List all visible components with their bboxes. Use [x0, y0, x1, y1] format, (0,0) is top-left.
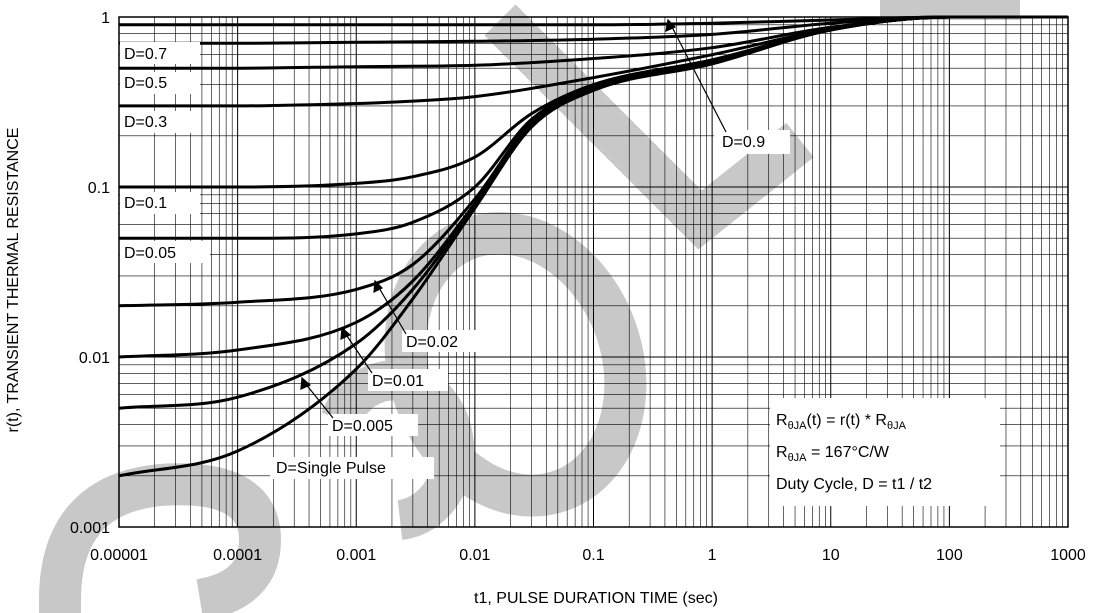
equation-box: RθJA(t) = r(t) * RθJA RθJA = 167°C/W Dut… [770, 398, 1000, 506]
label-arrows [300, 18, 727, 419]
equation-line-1: RθJA(t) = r(t) * RθJA [776, 412, 907, 432]
label-d01: D=0.1 [124, 195, 167, 212]
plot-frame [118, 16, 1069, 528]
series-line-9 [118, 15, 1068, 478]
y-tick-label: 0.01 [79, 350, 110, 367]
equation-line-3: Duty Cycle, D = t1 / t2 [776, 476, 932, 493]
label-d07: D=0.7 [124, 46, 167, 63]
arrowhead-d002 [373, 279, 384, 294]
label-d0005: D=0.005 [332, 418, 393, 435]
label-d005: D=0.05 [124, 245, 176, 262]
y-tick-label: 0.001 [70, 520, 110, 537]
watermark-letter-b [39, 463, 282, 613]
y-tick-label: 1 [101, 10, 110, 27]
label-d05: D=0.5 [124, 75, 167, 92]
arrow-d002 [377, 285, 407, 335]
x-tick-label: 100 [936, 547, 963, 564]
x-tick-label: 0.01 [459, 547, 490, 564]
x-tick-label: 10 [822, 547, 840, 564]
x-tick-labels: 0.00001 0.0001 0.001 0.01 0.1 1 10 100 1000 [90, 547, 1086, 564]
x-tick-label: 0.001 [336, 547, 376, 564]
label-d09: D=0.9 [722, 134, 765, 151]
x-tick-label: 1000 [1050, 547, 1086, 564]
watermark-letter-s [321, 360, 475, 540]
arrowhead-d001 [340, 326, 352, 340]
x-tick-label: 1 [708, 547, 717, 564]
y-tick-labels: 0.001 0.01 0.1 1 [70, 10, 110, 537]
y-tick-label: 0.1 [88, 180, 110, 197]
x-tick-label: 0.0001 [213, 547, 262, 564]
label-d001: D=0.01 [372, 373, 424, 390]
y-axis-title: r(t), TRANSIENT THERMAL RESISTANCE [5, 128, 22, 433]
label-d03: D=0.3 [124, 114, 167, 131]
arrowhead-d09 [665, 18, 677, 33]
watermark-letter-l [484, 4, 814, 250]
label-single-pulse: D=Single Pulse [276, 460, 386, 477]
arrow-d0005 [304, 382, 334, 419]
series-lines [118, 15, 1068, 478]
equation-line-2: RθJA = 167°C/W [776, 444, 890, 464]
label-d002: D=0.02 [406, 334, 458, 351]
series-labels: D=0.7 D=0.5 D=0.3 D=0.1 D=0.05 D=0.9 D=0… [120, 42, 790, 479]
x-axis-title: t1, PULSE DURATION TIME (sec) [474, 590, 718, 607]
arrow-d09 [670, 24, 727, 133]
x-tick-label: 0.1 [582, 547, 604, 564]
arrow-d001 [344, 332, 373, 374]
arrowhead-d0005 [300, 376, 312, 390]
x-tick-label: 0.00001 [90, 547, 148, 564]
